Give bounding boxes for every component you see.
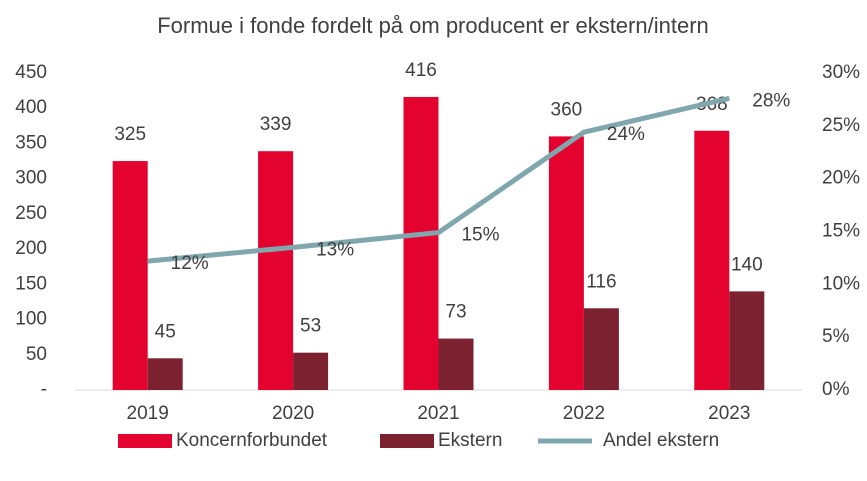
legend-swatch — [380, 434, 434, 448]
y-tick-label: 250 — [15, 203, 47, 224]
y2-tick-label: 25% — [822, 115, 860, 136]
y-tick-label: 350 — [15, 132, 47, 153]
line-label: 12% — [171, 253, 209, 274]
data-label: 53 — [300, 316, 321, 337]
data-label: 339 — [260, 114, 292, 135]
y2-tick-label: 15% — [822, 221, 860, 242]
bar — [112, 161, 148, 390]
bar — [258, 151, 294, 390]
y-tick-label: 450 — [15, 62, 47, 83]
data-label: 360 — [551, 99, 583, 120]
data-label: 116 — [586, 271, 616, 292]
bar — [729, 291, 765, 390]
legend-label: Ekstern — [438, 430, 502, 451]
y-tick-label: 150 — [15, 273, 47, 294]
line-label: 13% — [316, 239, 354, 260]
legend-label: Andel ekstern — [603, 430, 719, 451]
y2-tick-label: 30% — [822, 62, 860, 83]
y-tick-label: 400 — [15, 97, 47, 118]
x-tick-label: 2019 — [127, 403, 169, 424]
data-label: 325 — [114, 124, 146, 145]
bar — [548, 136, 584, 390]
bar — [583, 308, 619, 390]
bar — [147, 358, 183, 390]
y2-tick-label: 20% — [822, 168, 860, 189]
line-label: 24% — [607, 124, 645, 145]
bar — [438, 338, 474, 390]
data-label: 140 — [731, 254, 763, 275]
y-tick-label: 300 — [15, 168, 47, 189]
x-tick-label: 2020 — [272, 403, 314, 424]
data-label: 45 — [155, 321, 176, 342]
y2-tick-label: 5% — [822, 326, 850, 347]
bar — [293, 352, 329, 390]
line-label: 15% — [461, 225, 499, 246]
y-tick-label: 100 — [15, 309, 47, 330]
y-tick-label: 50 — [26, 344, 47, 365]
y2-tick-label: 0% — [822, 379, 850, 400]
line — [147, 95, 730, 264]
data-label: 73 — [445, 302, 466, 323]
y-tick-label: - — [41, 379, 47, 400]
y2-tick-label: 10% — [822, 273, 860, 294]
x-tick-label: 2022 — [563, 403, 605, 424]
bar — [403, 96, 439, 390]
x-tick-label: 2023 — [708, 403, 750, 424]
y-tick-label: 200 — [15, 238, 47, 259]
legend-label: Koncernforbundet — [176, 430, 328, 451]
data-label: 416 — [405, 60, 437, 81]
bar — [694, 130, 730, 390]
legend-swatch — [118, 434, 172, 448]
chart-title: Formue i fonde fordelt på om producent e… — [157, 13, 709, 38]
x-tick-label: 2021 — [417, 403, 459, 424]
line-label: 28% — [752, 90, 790, 111]
